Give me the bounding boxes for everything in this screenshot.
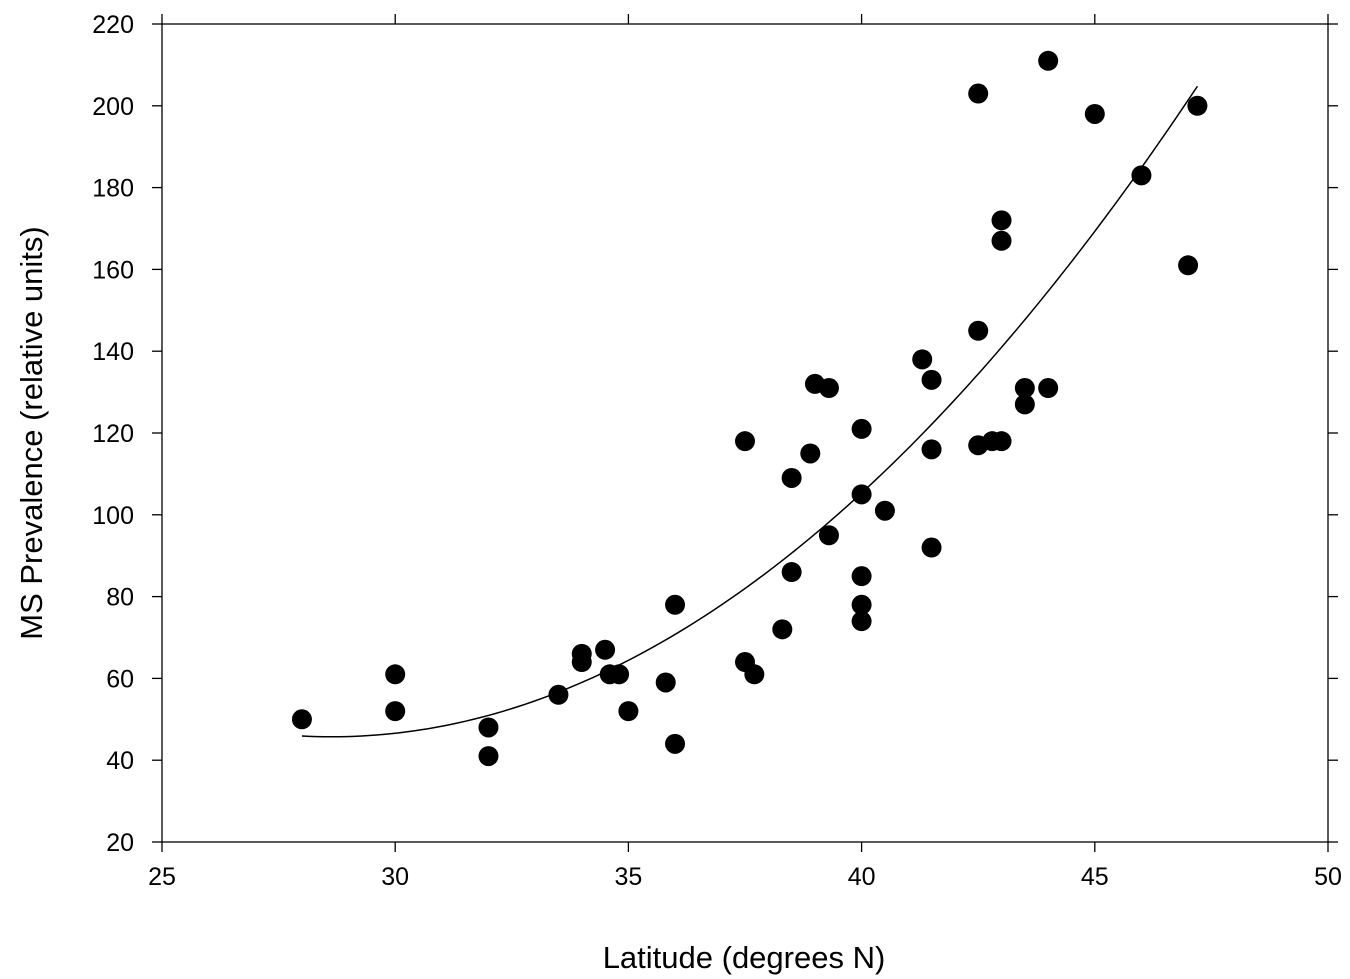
data-point bbox=[618, 701, 639, 722]
data-point bbox=[968, 83, 989, 104]
data-point bbox=[912, 349, 933, 370]
y-axis-ticks: 20 40 60 80 100 120 140 160 180 200 220 bbox=[92, 11, 1338, 857]
data-point bbox=[800, 443, 821, 464]
data-point bbox=[571, 652, 592, 673]
y-tick-label: 200 bbox=[92, 93, 134, 121]
data-point bbox=[851, 418, 872, 439]
data-point bbox=[1187, 95, 1208, 116]
data-point bbox=[1038, 50, 1059, 71]
data-point bbox=[851, 484, 872, 505]
data-point bbox=[385, 664, 406, 685]
data-point bbox=[991, 431, 1012, 452]
data-point bbox=[665, 594, 686, 615]
y-tick-label: 100 bbox=[92, 502, 134, 530]
data-point bbox=[744, 664, 765, 685]
data-point bbox=[968, 320, 989, 341]
data-point bbox=[921, 369, 942, 390]
data-point bbox=[781, 467, 802, 488]
y-tick-label: 60 bbox=[106, 665, 134, 693]
data-point bbox=[921, 537, 942, 558]
x-tick-label: 25 bbox=[148, 863, 176, 891]
data-points-layer bbox=[291, 50, 1208, 767]
data-point bbox=[818, 378, 839, 399]
data-point bbox=[772, 619, 793, 640]
data-point bbox=[291, 709, 312, 730]
data-point bbox=[478, 746, 499, 767]
y-tick-label: 220 bbox=[92, 11, 134, 39]
x-tick-label: 50 bbox=[1314, 863, 1342, 891]
data-point bbox=[874, 500, 895, 521]
data-point bbox=[818, 525, 839, 546]
data-point bbox=[851, 611, 872, 632]
data-point bbox=[1131, 165, 1152, 186]
data-point bbox=[665, 733, 686, 754]
y-tick-label: 120 bbox=[92, 420, 134, 448]
data-point bbox=[595, 639, 616, 660]
data-point bbox=[1178, 255, 1199, 276]
y-tick-label: 80 bbox=[106, 584, 134, 612]
data-point bbox=[991, 230, 1012, 251]
x-axis-ticks: 25 30 35 40 45 50 bbox=[148, 14, 1342, 891]
x-tick-label: 35 bbox=[614, 863, 642, 891]
data-point bbox=[1038, 378, 1059, 399]
data-point bbox=[1084, 103, 1105, 124]
y-tick-label: 40 bbox=[106, 747, 134, 775]
data-point bbox=[851, 594, 872, 615]
x-axis-label: Latitude (degrees N) bbox=[603, 940, 886, 975]
fit-curve bbox=[301, 85, 1199, 738]
data-point bbox=[991, 210, 1012, 231]
data-point bbox=[735, 431, 755, 452]
data-point bbox=[548, 684, 569, 705]
data-point bbox=[1014, 378, 1035, 399]
y-tick-label: 140 bbox=[92, 338, 134, 366]
data-point bbox=[851, 566, 872, 587]
x-tick-label: 45 bbox=[1081, 863, 1109, 891]
data-point bbox=[609, 664, 630, 685]
data-point bbox=[478, 717, 499, 738]
data-point bbox=[655, 672, 676, 693]
y-tick-label: 20 bbox=[106, 829, 134, 857]
data-point bbox=[385, 701, 406, 722]
y-axis-label: MS Prevalence (relative units) bbox=[14, 226, 49, 640]
data-point bbox=[921, 439, 942, 460]
y-tick-label: 180 bbox=[92, 175, 134, 203]
x-tick-label: 40 bbox=[848, 863, 876, 891]
y-tick-label: 160 bbox=[92, 256, 134, 284]
x-tick-label: 30 bbox=[381, 863, 409, 891]
fit-curve-layer bbox=[301, 85, 1199, 738]
data-point bbox=[1014, 394, 1035, 415]
data-point bbox=[781, 562, 802, 583]
